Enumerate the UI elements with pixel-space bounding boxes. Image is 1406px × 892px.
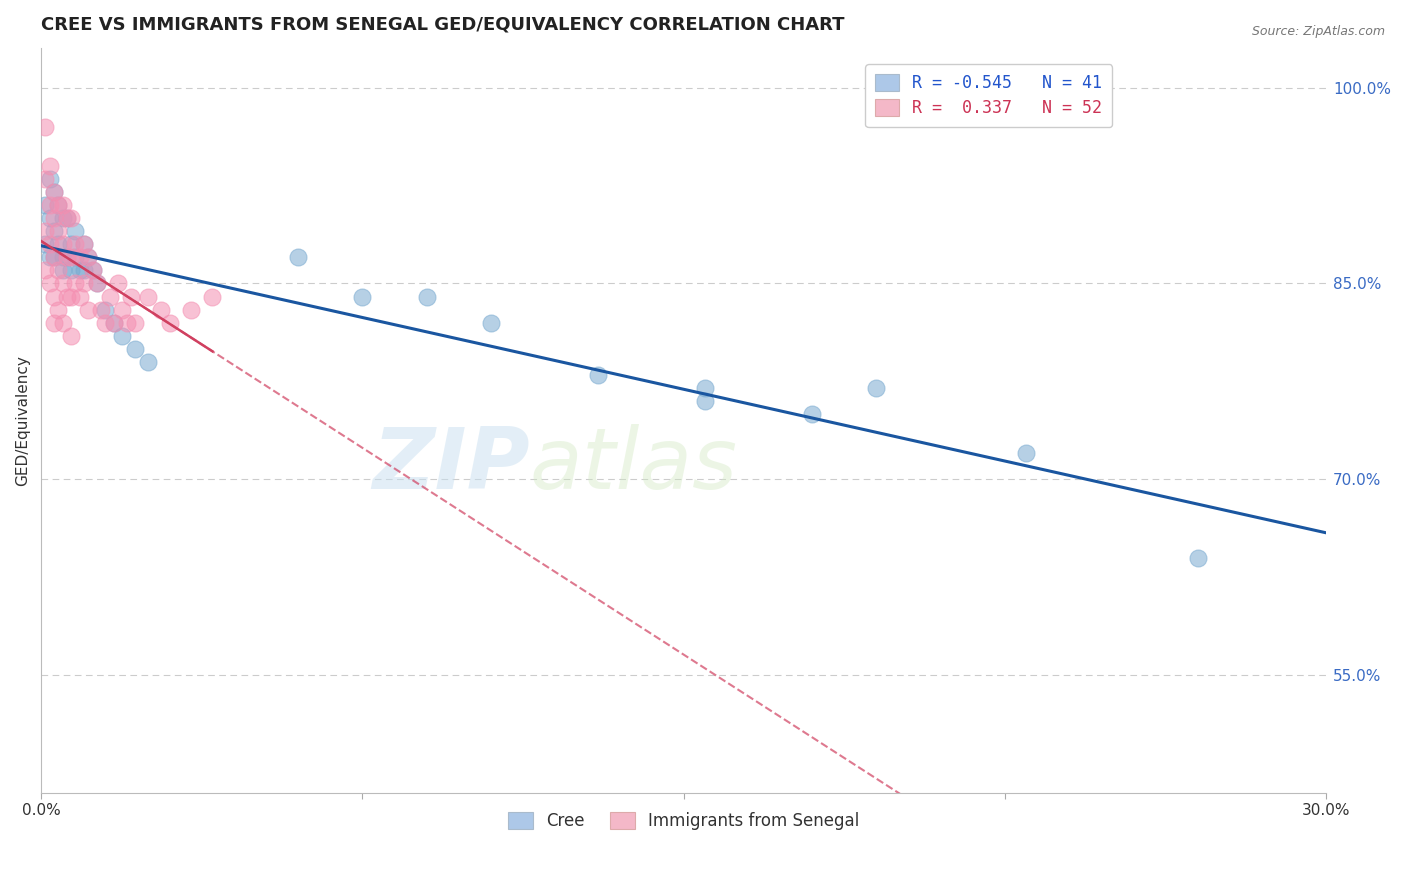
Point (103, 316, 125, 330)
Point (86, 277, 108, 291)
Text: Source: ZipAtlas.com: Source: ZipAtlas.com (1251, 25, 1385, 38)
Point (120, 289, 142, 303)
Point (82, 263, 104, 277)
Text: ZIP: ZIP (371, 424, 530, 507)
Point (42, 224, 65, 238)
Point (51, 263, 73, 277)
Point (38, 237, 60, 252)
Point (98, 289, 121, 303)
Point (73, 277, 96, 291)
Point (34, 120, 56, 134)
Point (124, 342, 146, 356)
Point (103, 316, 125, 330)
Point (69, 263, 91, 277)
Point (38, 172, 60, 186)
Point (801, 407, 824, 421)
Point (65, 237, 87, 252)
Point (51, 198, 73, 212)
Point (34, 263, 56, 277)
Point (77, 302, 100, 317)
Point (180, 302, 202, 317)
Point (693, 394, 716, 409)
Point (46, 198, 69, 212)
Point (65, 251, 87, 265)
Point (42, 316, 65, 330)
Point (51, 237, 73, 252)
Point (56, 251, 79, 265)
Point (46, 198, 69, 212)
Point (38, 198, 60, 212)
Text: atlas: atlas (530, 424, 737, 507)
Point (82, 263, 104, 277)
Point (136, 355, 159, 369)
Point (1187, 550, 1209, 565)
Point (38, 211, 60, 226)
Point (115, 316, 138, 330)
Point (69, 289, 91, 303)
Point (865, 381, 887, 395)
Point (42, 211, 65, 226)
Point (42, 251, 65, 265)
Text: CREE VS IMMIGRANTS FROM SENEGAL GED/EQUIVALENCY CORRELATION CHART: CREE VS IMMIGRANTS FROM SENEGAL GED/EQUI… (41, 15, 845, 33)
Point (42, 289, 65, 303)
Point (352, 289, 374, 303)
Point (586, 368, 609, 382)
Point (90, 302, 112, 317)
Legend: Cree, Immigrants from Senegal: Cree, Immigrants from Senegal (501, 805, 866, 837)
Point (42, 185, 65, 199)
Point (46, 224, 69, 238)
Point (693, 381, 716, 395)
Point (60, 211, 83, 226)
Point (65, 277, 87, 291)
Point (86, 277, 108, 291)
Point (415, 289, 437, 303)
Point (111, 328, 134, 343)
Point (150, 302, 173, 317)
Point (60, 251, 83, 265)
Point (60, 328, 83, 343)
Point (107, 277, 129, 291)
Point (73, 237, 96, 252)
Point (56, 211, 79, 226)
Point (56, 211, 79, 226)
Point (56, 251, 79, 265)
Point (73, 237, 96, 252)
Point (56, 289, 79, 303)
Point (34, 237, 56, 252)
Point (51, 316, 73, 330)
Point (34, 224, 56, 238)
Point (94, 316, 117, 330)
Point (38, 251, 60, 265)
Point (34, 172, 56, 186)
Point (46, 237, 69, 252)
Point (287, 251, 309, 265)
Point (51, 251, 73, 265)
Point (65, 224, 87, 238)
Point (60, 289, 83, 303)
Point (69, 251, 91, 265)
Point (111, 302, 134, 317)
Point (1015, 446, 1038, 460)
Point (60, 263, 83, 277)
Point (42, 251, 65, 265)
Y-axis label: GED/Equivalency: GED/Equivalency (15, 355, 30, 486)
Point (159, 316, 181, 330)
Point (77, 251, 100, 265)
Point (60, 237, 83, 252)
Point (124, 316, 146, 330)
Point (38, 159, 60, 173)
Point (46, 302, 69, 317)
Point (51, 211, 73, 226)
Point (479, 316, 502, 330)
Point (201, 289, 224, 303)
Point (73, 263, 96, 277)
Point (34, 198, 56, 212)
Point (46, 263, 69, 277)
Point (136, 289, 159, 303)
Point (77, 251, 100, 265)
Point (51, 277, 73, 291)
Point (38, 277, 60, 291)
Point (94, 302, 117, 317)
Point (42, 185, 65, 199)
